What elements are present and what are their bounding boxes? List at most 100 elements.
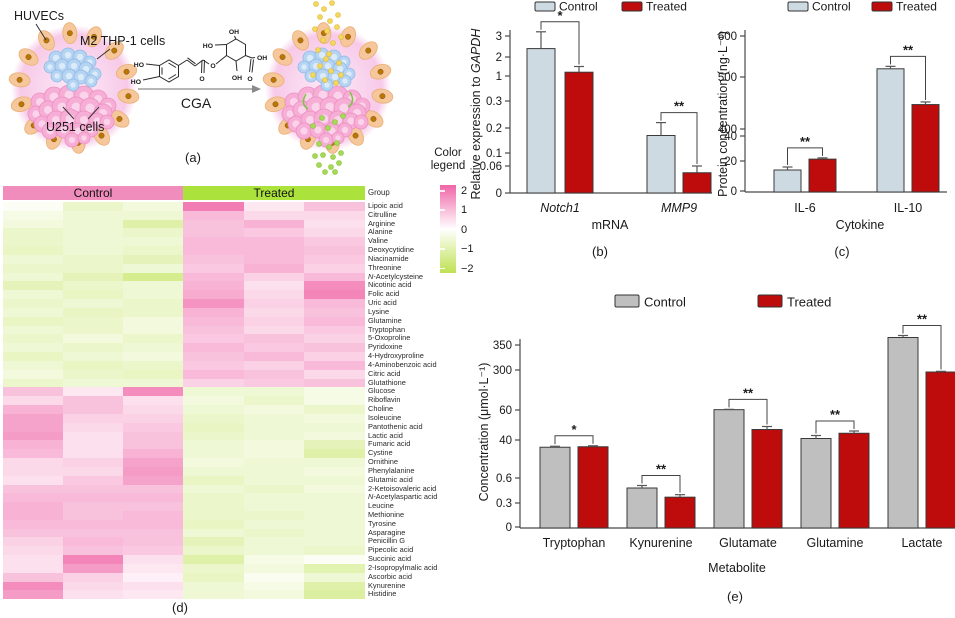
m2-thp1-nucleus [318,51,326,59]
huvec-nucleus [123,68,130,75]
heatmap-row-label: Tyrosine [368,518,396,528]
heatmap-cell [244,413,304,423]
heatmap-cell [183,466,244,476]
heatmap-row-label: Glutathione [368,377,406,387]
heatmap-cell [304,246,365,255]
bars: * Tryptophan ** Kynurenine ** Glutamate ** Glut… [539,312,955,550]
color-legend-tick-label: 2 [461,185,468,197]
color-legend-gradient-bar [440,185,456,273]
heatmap-cell [3,440,63,450]
heatmap-row: Lipoic acid [0,201,462,211]
y-tick-label: 400 [718,124,737,136]
panel-caption: (c) [834,244,849,259]
huvec-nucleus [98,132,105,139]
heatmap-cell [244,537,304,547]
heatmap-row: N-Acetylaspartic acid [0,492,462,503]
heatmap-row: Fumaric acid [0,439,462,450]
heatmap-cell [183,510,244,520]
heatmap-row-label: Fumaric acid [368,439,411,449]
heatmap-cell [304,422,365,432]
significance-stars: ** [743,385,754,400]
m2-thp1-nucleus [77,73,85,81]
heatmap-cell [183,493,244,503]
heatmap-cell [244,440,304,450]
heatmap-cell [123,413,183,423]
color-legend-tick-mark [440,209,445,211]
heatmap-cell [304,228,365,238]
heatmap-cell [3,475,63,485]
heatmap-cell [123,272,183,282]
heatmap-row: Kynurenine [0,581,462,591]
heatmap-row-label: N-Acetylcysteine [368,271,424,281]
u251-nucleus [300,127,308,135]
cga-label: CGA [181,95,212,111]
huvec-nucleus [25,54,32,61]
heatmap-row: Ornithine [0,457,462,467]
heatmap-cell [63,431,123,441]
heatmap-color-legend: Color legend 2 1 0 −1 −2 [418,145,498,285]
heatmap-cell [304,237,365,247]
m2-thp1-nucleus [58,62,66,70]
huvec-nucleus [370,115,377,122]
heatmap-cell [183,502,244,511]
heatmap-row-label: Valine [368,236,388,246]
secreted-green-dot [332,119,338,125]
heatmap-cell [304,352,365,361]
heatmap-cell [304,528,365,538]
legend: Control Treated [614,294,831,310]
heatmap-cell [244,369,304,379]
category-label: Notch1 [540,201,580,215]
category-label: Lactate [901,536,942,550]
color-legend-tick-mark [440,248,445,250]
secreted-yellow-dot [317,63,323,69]
category-label: IL-6 [794,201,816,215]
m2-thp1-nucleus [65,72,73,80]
secreted-green-dot [319,115,325,121]
heatmap-cell [304,307,365,317]
heatmap-cell [244,563,304,573]
significance-bracket [660,112,698,164]
secreted-green-dot [322,169,328,175]
heatmap-cell [304,387,365,397]
heatmap-row: Tryptophan [0,325,462,335]
heatmap-cell [123,458,183,467]
heatmap-cell [123,369,183,379]
heatmap-cell [3,369,63,379]
huvec-nucleus [379,93,386,100]
heatmap-row: Asparagine [0,528,462,538]
u251-nucleus [79,115,89,125]
legend: Control Treated [787,0,937,14]
secreted-green-dot [325,125,331,131]
heatmap-row: Cystine [0,448,462,459]
significance-bracket [641,475,681,493]
category-label: Glutamate [719,536,777,550]
bar-control-1 [626,487,658,529]
heatmap-cell [123,528,183,538]
y-tick-label: 350 [493,340,512,352]
heatmap-cell [304,502,365,511]
u251-nucleus [347,117,355,125]
chem-atom-label: O [247,76,252,83]
heatmap-row: Tyrosine [0,518,462,529]
heatmap-row-label: 2-Isopropylmalic acid [368,562,438,572]
heatmap-cell [183,458,244,467]
heatmap-cell [183,343,244,353]
heatmap-cell [63,219,123,229]
legend-label: Control [812,0,851,14]
huvec-nucleus [297,37,304,44]
heatmap-cell [244,555,304,564]
heatmap-cell [63,440,123,450]
y-tick-label: 0.2 [486,123,502,135]
heatmap-cell [123,325,183,335]
heatmap-cell [3,555,63,564]
legend-label: Treated [896,0,937,14]
panel-caption: (e) [727,589,743,604]
heatmap-cell [304,290,365,300]
heatmap-cell [183,219,244,229]
heatmap-cell [3,263,63,273]
heatmap-cell [63,352,123,361]
heatmap-cell [63,263,123,273]
heatmap-cell [123,493,183,503]
heatmap-cell [304,458,365,467]
